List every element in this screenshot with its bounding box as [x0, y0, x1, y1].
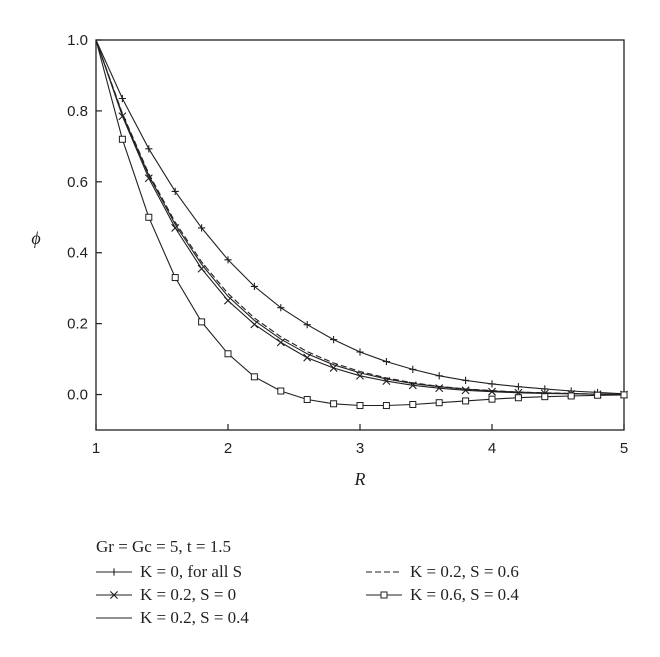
data-point [541, 385, 549, 393]
data-point [198, 224, 206, 232]
series-line [95, 39, 625, 396]
legend-label: K = 0.2, S = 0 [140, 585, 236, 604]
series-line [95, 39, 625, 395]
plot-area: 1 2 3 4 5 0.0 0.2 0.4 0.6 0.8 1.0 [67, 32, 628, 457]
data-point [435, 399, 443, 407]
data-point [224, 256, 232, 264]
data-point [382, 357, 390, 366]
x-tick-label: 2 [224, 440, 232, 457]
data-point [514, 383, 522, 391]
y-tick-label: 0.4 [67, 245, 88, 262]
data-point [198, 318, 206, 326]
legend-marker [380, 591, 388, 599]
data-point [303, 396, 311, 404]
x-tick-label: 5 [620, 440, 628, 457]
data-point [197, 264, 206, 273]
y-tick-label: 0.8 [67, 103, 88, 120]
legend-label: K = 0.2, S = 0.6 [410, 562, 519, 581]
series-5 [95, 39, 628, 410]
legend-label: K = 0.6, S = 0.4 [410, 585, 519, 604]
x-tick-label: 4 [488, 440, 496, 457]
legend-label: K = 0, for all S [140, 562, 242, 581]
data-point [171, 274, 179, 282]
legend-marker [110, 591, 118, 599]
data-point [488, 395, 496, 403]
series-2 [95, 39, 628, 399]
data-point [250, 282, 258, 291]
data-point [118, 135, 126, 143]
data-point [330, 400, 338, 408]
y-tick-label: 1.0 [67, 32, 88, 49]
y-tick-label: 0.2 [67, 316, 88, 333]
data-point [303, 321, 311, 329]
data-point [567, 392, 575, 400]
series-4 [95, 39, 625, 396]
data-point [462, 397, 470, 405]
legend-entry: K = 0, for all S [96, 562, 242, 581]
data-point [488, 387, 496, 396]
legend-label: K = 0.2, S = 0.4 [140, 608, 249, 627]
data-point [356, 348, 364, 356]
data-point [277, 304, 285, 312]
x-tick-label: 3 [356, 440, 364, 457]
data-point [382, 402, 390, 410]
data-point [145, 145, 153, 153]
legend-entry: K = 0.2, S = 0 [96, 585, 236, 604]
legend-entry: K = 0.6, S = 0.4 [366, 585, 519, 604]
data-point [620, 391, 628, 399]
data-point [171, 187, 179, 195]
data-point [514, 394, 522, 402]
legend-entry: K = 0.2, S = 0.6 [366, 562, 519, 581]
data-point [461, 386, 470, 395]
data-point [462, 376, 470, 384]
data-point [541, 393, 549, 401]
data-point [409, 365, 417, 373]
series-3 [95, 39, 625, 396]
series-line [95, 39, 625, 396]
data-point [224, 350, 232, 358]
data-point [118, 94, 126, 103]
data-point [145, 213, 153, 221]
data-point [277, 387, 285, 395]
data-point [250, 373, 258, 381]
data-point [488, 380, 496, 388]
x-tick-label: 1 [92, 440, 100, 457]
y-axis-label: ϕ [31, 228, 40, 248]
y-tick-label: 0.0 [67, 387, 88, 404]
y-tick-label: 0.6 [67, 174, 88, 191]
data-point [409, 400, 417, 408]
x-axis-label: R [354, 469, 366, 489]
data-point [276, 338, 285, 347]
data-point [435, 384, 444, 393]
data-point [356, 402, 364, 410]
series-1 [95, 39, 628, 398]
data-point [435, 372, 443, 380]
data-point [330, 335, 338, 344]
series-line [95, 39, 625, 396]
legend-header: Gr = Gc = 5, t = 1.5 [96, 537, 231, 556]
legend: Gr = Gc = 5, t = 1.5 K = 0, for all S K =… [96, 537, 519, 627]
legend-marker [110, 568, 118, 576]
legend-entry: K = 0.2, S = 0.4 [96, 608, 249, 627]
data-point [594, 391, 602, 399]
